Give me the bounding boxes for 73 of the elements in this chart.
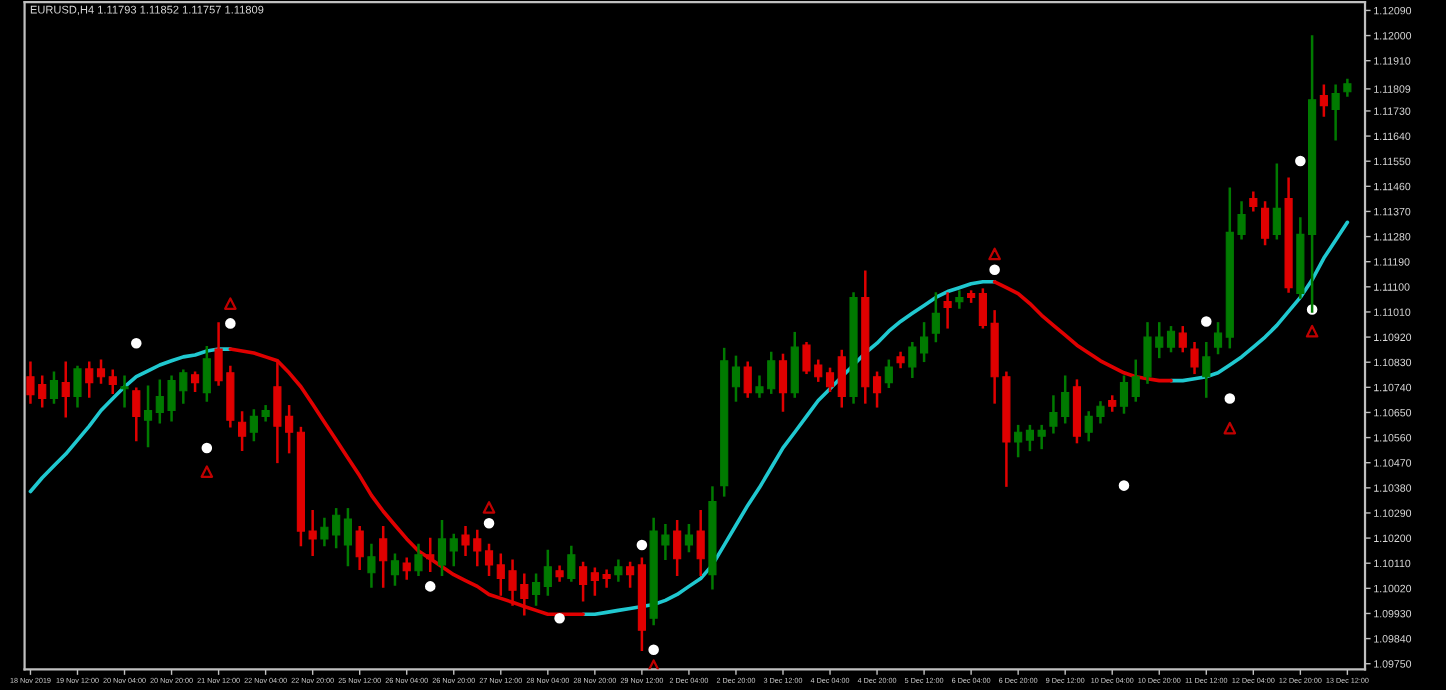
candlestick (1178, 326, 1187, 353)
candlestick (1014, 424, 1023, 458)
candlestick (61, 361, 70, 418)
candlestick (108, 369, 117, 394)
point (424, 581, 436, 592)
point (988, 247, 1001, 261)
candlestick (402, 557, 411, 580)
candlestick (872, 371, 882, 408)
candlestick (73, 365, 82, 408)
candlestick (673, 520, 682, 576)
candlestick (1119, 375, 1129, 414)
point (1295, 155, 1306, 167)
candlestick (1260, 201, 1270, 246)
candlestick (931, 292, 940, 343)
candlestick (955, 290, 964, 309)
point (647, 659, 660, 670)
candlestick (1190, 341, 1199, 375)
point (224, 297, 237, 310)
point (1305, 324, 1319, 338)
candlestick (884, 359, 893, 389)
candlestick (367, 543, 376, 588)
candlestick (579, 561, 588, 602)
candlestick (731, 355, 741, 402)
candlestick (696, 510, 705, 576)
candlestick (531, 573, 541, 606)
candlestick (684, 524, 694, 553)
point (636, 539, 648, 551)
point (483, 518, 495, 529)
point (989, 264, 1000, 276)
candlestick (837, 349, 846, 408)
candlestick (49, 371, 59, 404)
candlestick (390, 553, 400, 586)
candlestick (743, 361, 752, 398)
candlestick (543, 549, 552, 596)
candlestick (1319, 84, 1328, 117)
point (200, 465, 214, 478)
point (1201, 316, 1212, 327)
candlestick (626, 561, 635, 588)
point (554, 612, 565, 624)
candlestick (426, 537, 435, 572)
candlestick (1202, 341, 1211, 398)
candlestick (614, 559, 623, 582)
point (648, 644, 659, 656)
candlestick (379, 525, 388, 588)
candlestick (132, 387, 141, 442)
candlestick (143, 385, 153, 448)
candlestick (355, 525, 364, 571)
candlestick (238, 411, 247, 452)
candlestick (437, 520, 447, 576)
candlestick (343, 508, 353, 567)
point (201, 442, 213, 454)
candlestick (1331, 84, 1340, 141)
point (131, 337, 142, 349)
candlestick (943, 292, 952, 329)
candlestick (96, 359, 106, 384)
point (482, 501, 496, 514)
point (1224, 393, 1236, 404)
point (225, 318, 236, 329)
candlestick (120, 375, 129, 408)
candlestick (484, 543, 494, 576)
candlestick (414, 543, 423, 576)
candlestick (825, 367, 835, 392)
point (1118, 480, 1130, 491)
candlestick (1272, 163, 1281, 240)
candlestick (778, 353, 788, 412)
candlestick (85, 361, 94, 398)
candlestick (202, 345, 211, 402)
candlestick (1166, 326, 1176, 353)
point (1223, 421, 1237, 435)
candlestick (567, 545, 576, 582)
candlestick (1213, 322, 1223, 355)
candlestick (449, 533, 458, 567)
candlestick (790, 331, 799, 398)
